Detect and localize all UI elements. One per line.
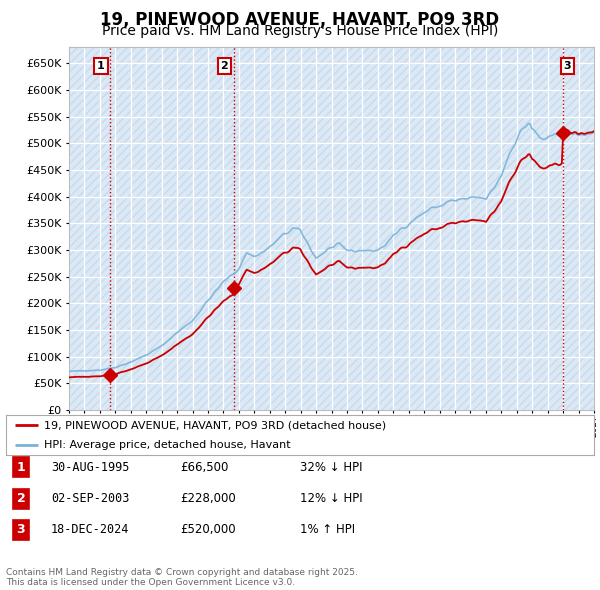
Text: Price paid vs. HM Land Registry's House Price Index (HPI): Price paid vs. HM Land Registry's House … (102, 24, 498, 38)
Text: 1: 1 (17, 461, 25, 474)
Text: 32% ↓ HPI: 32% ↓ HPI (300, 461, 362, 474)
Text: 1% ↑ HPI: 1% ↑ HPI (300, 523, 355, 536)
Text: HPI: Average price, detached house, Havant: HPI: Average price, detached house, Hava… (44, 441, 291, 450)
Text: 02-SEP-2003: 02-SEP-2003 (51, 492, 130, 505)
Text: £228,000: £228,000 (180, 492, 236, 505)
Text: 19, PINEWOOD AVENUE, HAVANT, PO9 3RD (detached house): 19, PINEWOOD AVENUE, HAVANT, PO9 3RD (de… (44, 421, 386, 430)
Text: 18-DEC-2024: 18-DEC-2024 (51, 523, 130, 536)
Text: 1: 1 (97, 61, 105, 71)
Text: 12% ↓ HPI: 12% ↓ HPI (300, 492, 362, 505)
Text: Contains HM Land Registry data © Crown copyright and database right 2025.
This d: Contains HM Land Registry data © Crown c… (6, 568, 358, 587)
Text: 2: 2 (221, 61, 229, 71)
Text: 2: 2 (17, 492, 25, 505)
Text: £66,500: £66,500 (180, 461, 229, 474)
Text: 3: 3 (17, 523, 25, 536)
Text: £520,000: £520,000 (180, 523, 236, 536)
Text: 3: 3 (563, 61, 571, 71)
Text: 19, PINEWOOD AVENUE, HAVANT, PO9 3RD: 19, PINEWOOD AVENUE, HAVANT, PO9 3RD (100, 11, 500, 29)
Text: 30-AUG-1995: 30-AUG-1995 (51, 461, 130, 474)
